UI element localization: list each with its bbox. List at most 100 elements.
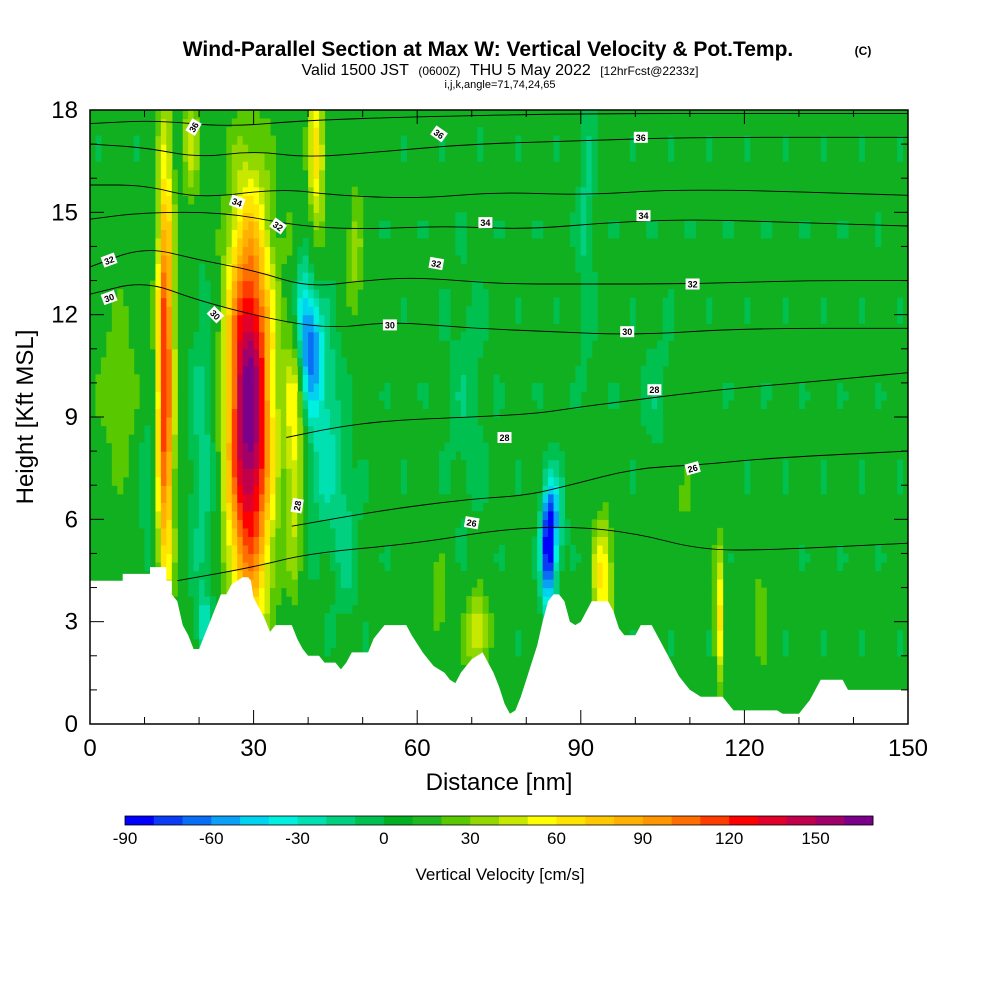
svg-text:32: 32: [688, 280, 698, 290]
svg-text:36: 36: [636, 133, 646, 143]
x-tick-label: 30: [240, 735, 267, 762]
colorbar-tick-label: 0: [379, 829, 388, 848]
colorbar-swatch: [182, 816, 212, 825]
ijk-line: i,j,k,angle=71,74,24,65: [444, 79, 555, 91]
contour-label: 34: [636, 210, 651, 222]
colorbar-swatch: [383, 816, 414, 825]
colorbar: [124, 815, 874, 826]
colorbar-tick-label: -90: [113, 829, 138, 848]
svg-text:30: 30: [103, 292, 116, 305]
colorbar-swatch: [700, 816, 730, 825]
contour-label: 32: [685, 278, 700, 290]
theta-contour-26: [177, 526, 908, 582]
svg-text:34: 34: [638, 211, 648, 221]
colorbar-title: Vertical Velocity [cm/s]: [415, 865, 584, 884]
valid-prefix: Valid 1500 JST: [302, 62, 410, 79]
colorbar-swatch: [125, 816, 155, 825]
contour-label: 30: [620, 326, 635, 338]
colorbar-swatch: [729, 816, 759, 825]
colorbar-swatch: [153, 816, 183, 825]
contour-label: 30: [100, 290, 118, 306]
colorbar-swatch: [527, 816, 557, 825]
colorbar-tick-label: 90: [633, 829, 652, 848]
colorbar-tick-label: 150: [801, 829, 829, 848]
colorbar-swatch: [585, 816, 615, 825]
contour-label: 28: [497, 432, 512, 443]
chart-title: Wind-Parallel Section at Max W: Vertical…: [183, 38, 794, 61]
colorbar-swatch: [297, 816, 327, 825]
colorbar-tick-label: -30: [285, 829, 310, 848]
contour-label: 28: [647, 384, 662, 396]
colorbar-swatch: [240, 816, 270, 825]
chart-title-tag: (C): [855, 44, 872, 58]
svg-text:28: 28: [649, 385, 659, 395]
colorbar-swatch: [642, 816, 673, 825]
colorbar-swatch: [326, 816, 356, 825]
contour-label: 32: [269, 217, 287, 235]
svg-text:28: 28: [292, 500, 304, 512]
svg-text:32: 32: [430, 258, 442, 270]
svg-text:34: 34: [231, 196, 244, 209]
colorbar-swatch: [844, 816, 874, 825]
colorbar-swatch: [786, 816, 816, 825]
colorbar-swatch: [499, 816, 529, 825]
y-tick-label: 9: [65, 404, 78, 431]
forecast-tag: [12hrFcst@2233z]: [600, 64, 698, 78]
svg-text:26: 26: [466, 517, 478, 529]
colorbar-ticks: -90 -60 -30 0 30 60 90 120 150: [113, 829, 830, 848]
colorbar-swatch: [815, 816, 845, 825]
svg-text:26: 26: [687, 463, 699, 475]
x-tick-label: 60: [404, 735, 431, 762]
theta-contours: [90, 112, 908, 582]
svg-text:36: 36: [432, 127, 446, 141]
contour-label: 26: [463, 516, 480, 530]
svg-text:32: 32: [103, 254, 116, 267]
y-tick-label: 18: [51, 97, 78, 124]
y-tick-label: 0: [65, 711, 78, 738]
colorbar-tick-label: 120: [715, 829, 743, 848]
x-axis-label: Distance [nm]: [426, 769, 573, 796]
terrain-mask: [90, 567, 908, 724]
theta-contour-36: [90, 112, 908, 126]
svg-text:36: 36: [187, 121, 201, 135]
x-tick-label: 0: [83, 735, 96, 762]
svg-text:30: 30: [622, 327, 632, 337]
theta-contour-28: [286, 372, 908, 438]
svg-text:34: 34: [480, 218, 490, 228]
contour-label: 34: [478, 217, 493, 229]
valid-zulu: (0600Z): [418, 64, 460, 78]
y-axis-label: Height [Kft MSL]: [12, 330, 39, 505]
colorbar-swatch: [412, 816, 442, 825]
valid-time-line: Valid 1500 JST (0600Z) THU 5 May 2022 [1…: [302, 62, 699, 79]
theta-contour-36: [90, 136, 908, 157]
colorbar-swatch: [614, 816, 644, 825]
svg-text:28: 28: [499, 433, 509, 443]
y-tick-label: 3: [65, 609, 78, 636]
colorbar-swatch: [671, 816, 701, 825]
colorbar-tick-label: -60: [199, 829, 224, 848]
colorbar-swatch: [470, 816, 500, 825]
colorbar-swatch: [556, 816, 586, 825]
contour-label: 32: [428, 256, 445, 271]
y-tick-label: 15: [51, 199, 78, 226]
theta-contour-26: [291, 450, 908, 527]
y-tick-label: 12: [51, 302, 78, 329]
y-axis: 0 36 9 12 15 18: [51, 97, 908, 738]
svg-text:30: 30: [385, 320, 395, 330]
colorbar-swatch: [757, 816, 788, 825]
contour-label: 34: [228, 194, 246, 210]
svg-text:32: 32: [271, 219, 285, 233]
theta-contour-34: [90, 184, 908, 199]
colorbar-tick-label: 30: [461, 829, 480, 848]
contour-label: 36: [185, 118, 202, 136]
colorbar-swatch: [355, 816, 385, 825]
contour-label: 36: [430, 125, 448, 143]
colorbar-tick-label: 60: [547, 829, 566, 848]
colorbar-swatch: [268, 816, 299, 825]
x-tick-label: 90: [567, 735, 594, 762]
x-tick-label: 120: [724, 735, 764, 762]
theta-contour-34: [90, 211, 908, 229]
plot-area: [90, 110, 908, 724]
